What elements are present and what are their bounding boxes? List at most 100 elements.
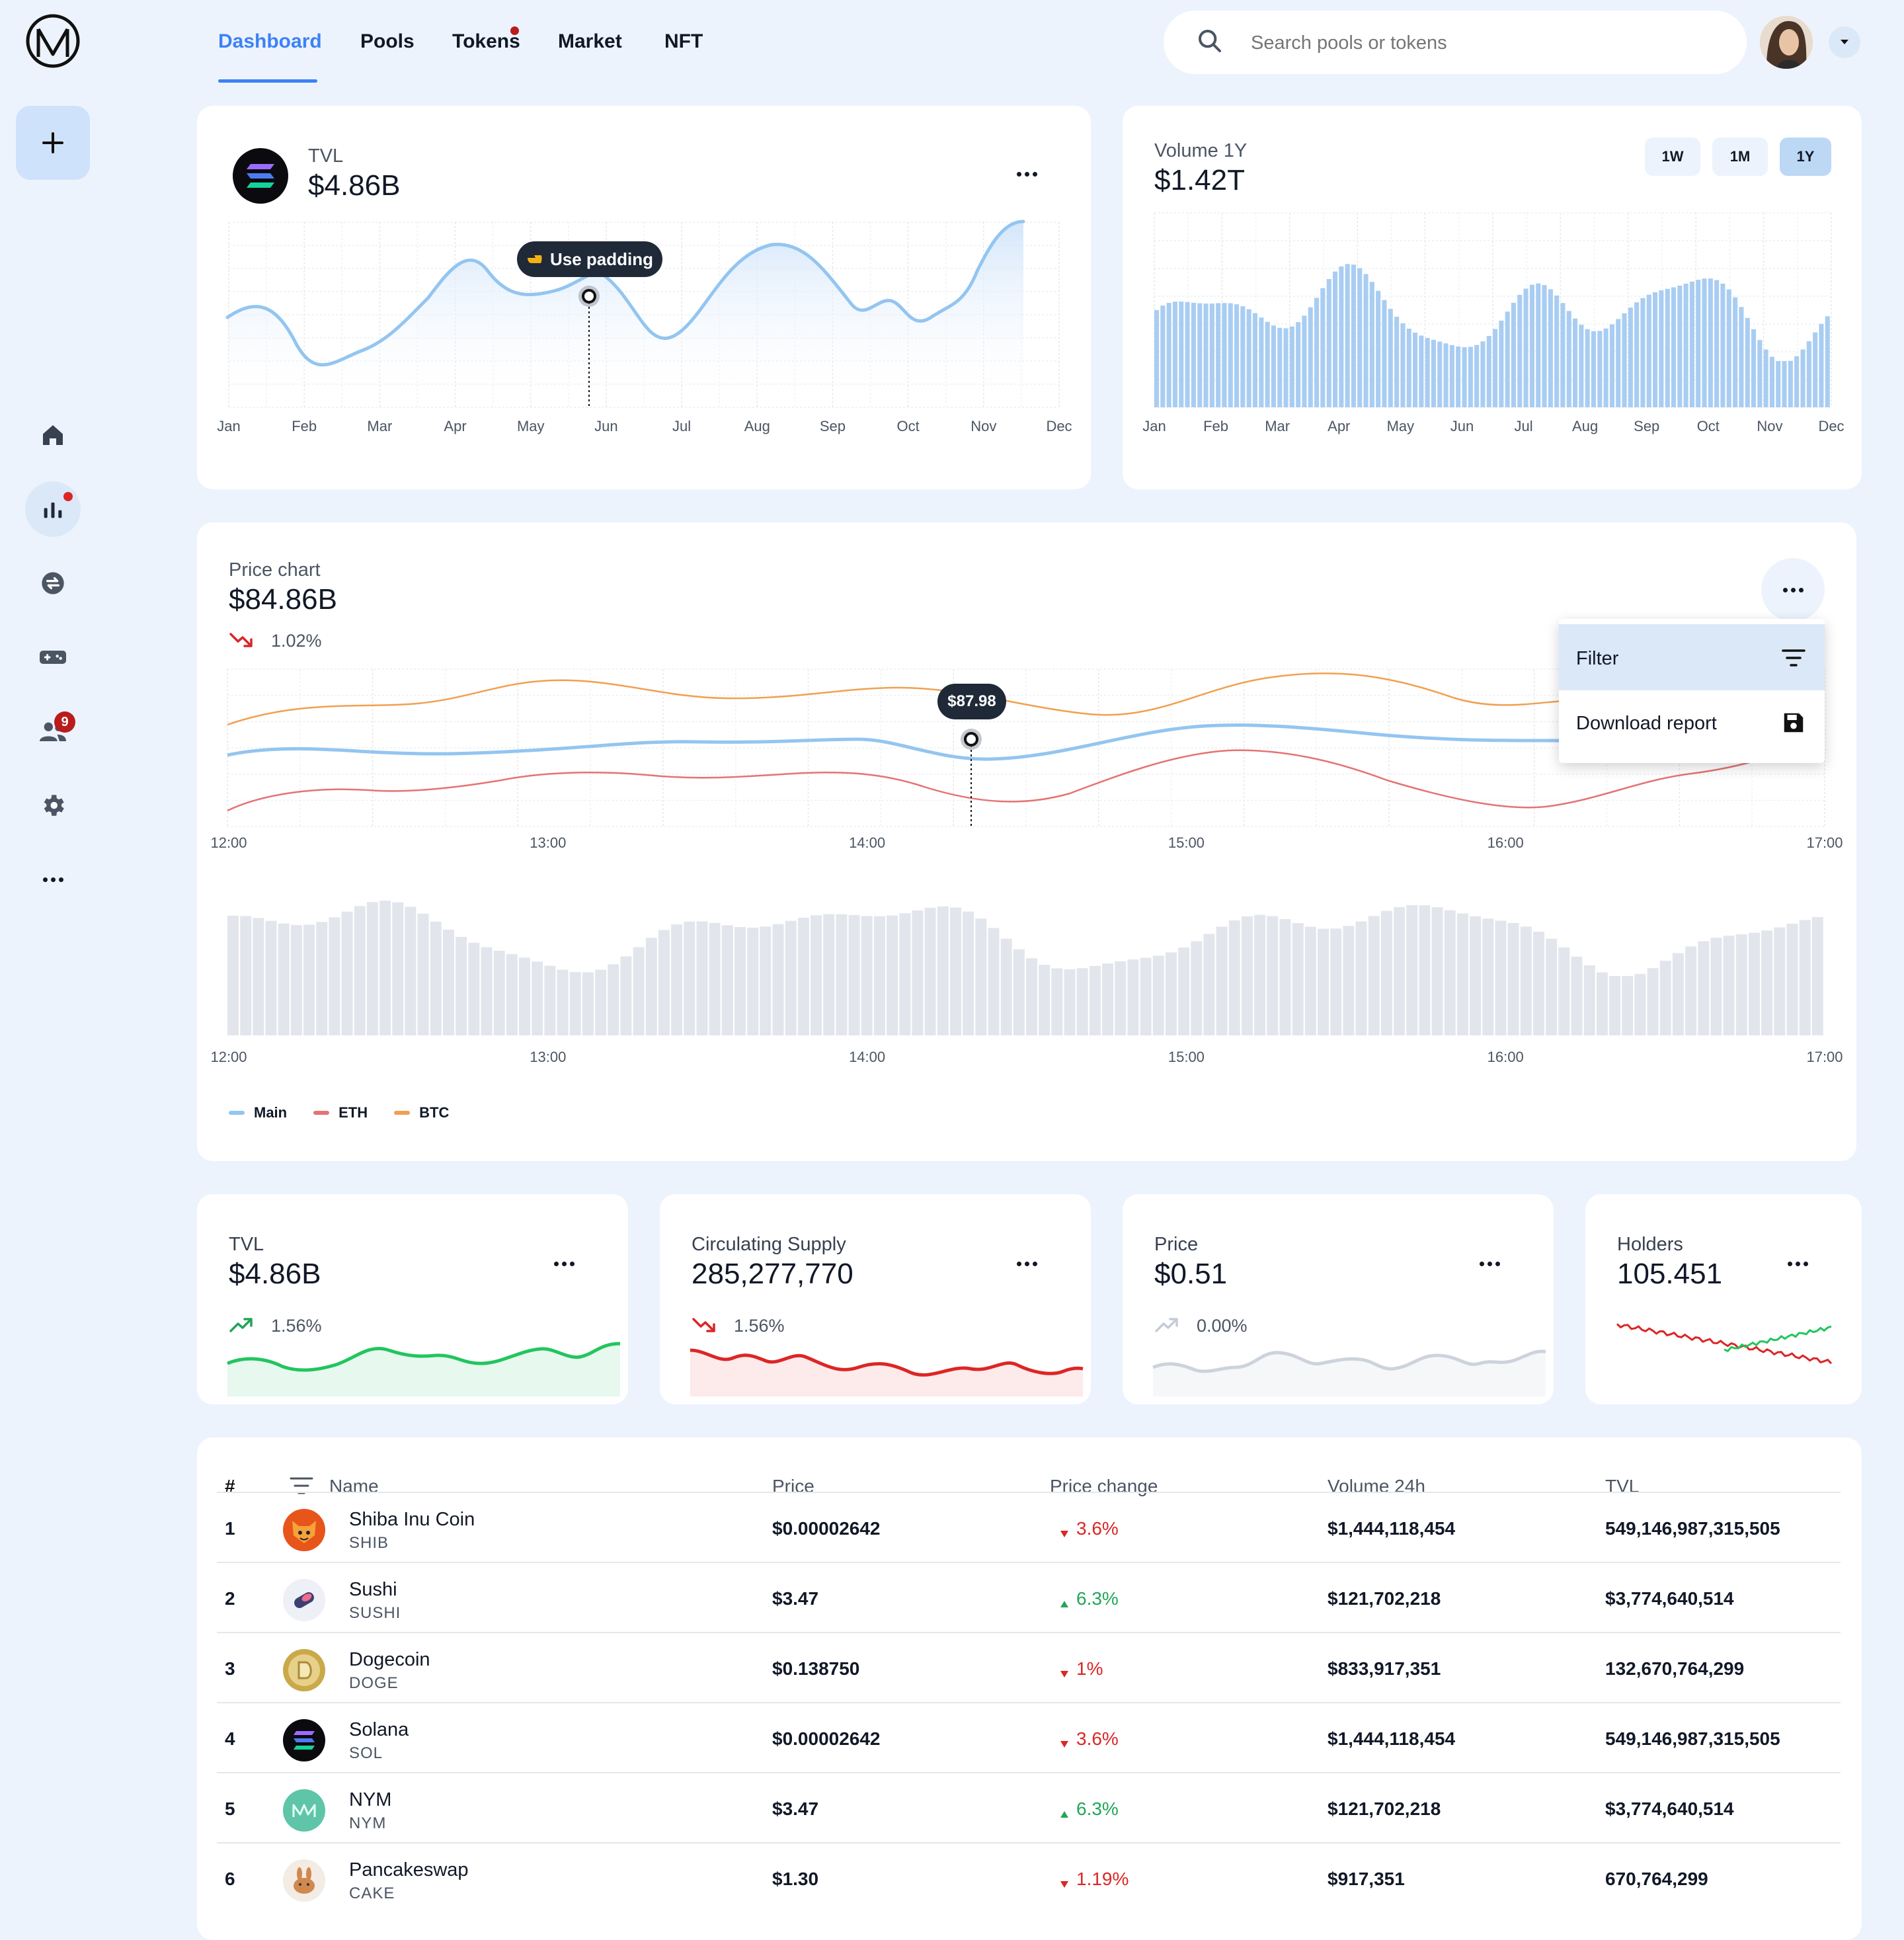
tvl-card-more-button[interactable]	[1017, 172, 1037, 177]
search-bar[interactable]	[1164, 11, 1747, 74]
table-row[interactable]: 6 Pancakeswap CAKE $1.30 1.19% $917,351 670,76…	[217, 1842, 1841, 1914]
volume-bar	[1683, 284, 1688, 407]
sidebar-item-games[interactable]	[25, 629, 81, 685]
price-volume-bar	[227, 915, 239, 1035]
filter-icon[interactable]	[288, 1476, 315, 1496]
app-logo[interactable]	[25, 13, 81, 69]
menu-item-download-report[interactable]: Download report	[1559, 690, 1825, 756]
volume-bar	[1689, 281, 1694, 407]
token-symbol: SOL	[349, 1744, 383, 1762]
sidebar-item-more[interactable]	[25, 852, 81, 907]
price-volume-bar	[240, 916, 252, 1035]
time-tick: 13:00	[530, 834, 567, 851]
token-name: Sushi	[349, 1579, 397, 1600]
volume-bar	[1252, 313, 1257, 407]
token-volume: $1,444,118,454	[1328, 1728, 1456, 1749]
volume-bar	[1646, 294, 1651, 407]
volume-bar	[1216, 303, 1221, 407]
stat-more-button[interactable]	[1480, 1262, 1500, 1266]
price-volume-bar	[899, 913, 911, 1035]
price-volume-bar	[1558, 947, 1570, 1035]
volume-bar	[1160, 305, 1166, 407]
tab-dashboard[interactable]: Dashboard	[218, 30, 322, 52]
table-row[interactable]: 3 Dogecoin DOGE $0.138750 1% $833,917,351 132,…	[217, 1632, 1841, 1703]
menu-item-filter[interactable]: Filter	[1559, 624, 1825, 690]
month-tick: Nov	[1757, 418, 1783, 434]
price-volume-bar	[557, 969, 569, 1035]
token-name: NYM	[349, 1789, 392, 1810]
time-tick: 12:00	[210, 834, 247, 851]
price-volume-bar	[721, 925, 733, 1035]
account-menu-button[interactable]	[1829, 26, 1860, 58]
stat-more-button[interactable]	[1788, 1262, 1808, 1266]
price-volume-bar	[1495, 920, 1507, 1035]
token-price-change: 3.6%	[1076, 1518, 1119, 1539]
price-marker	[964, 732, 978, 747]
price-volume-bar	[1191, 941, 1203, 1035]
price-change-direction-icon	[1059, 1873, 1070, 1894]
price-volume-bar	[1013, 949, 1025, 1035]
chevron-down-icon	[1841, 40, 1848, 44]
table-row[interactable]: 1 Shiba Inu Coin SHIB $0.00002642 3.6% $1,444…	[217, 1492, 1841, 1563]
create-button[interactable]	[16, 106, 90, 180]
search-input[interactable]	[1250, 28, 1715, 58]
tab-tokens[interactable]: Tokens	[452, 30, 520, 52]
month-tick: Feb	[292, 418, 317, 434]
table-row[interactable]: 4 Solana SOL $0.00002642 3.6% $1,444,118,454 5…	[217, 1702, 1841, 1773]
volume-bar	[1573, 318, 1578, 407]
volume-bar	[1745, 317, 1750, 407]
sidebar-item-swap[interactable]	[25, 555, 81, 611]
price-volume-bar	[582, 972, 594, 1035]
volume-bar	[1259, 317, 1264, 407]
avatar[interactable]	[1760, 16, 1813, 69]
volume-bar	[1640, 298, 1646, 407]
price-volume-bar	[811, 915, 822, 1035]
sidebar-item-settings[interactable]	[25, 778, 81, 833]
volume-bar	[1265, 321, 1270, 407]
legend-item-btc[interactable]: BTC	[394, 1104, 449, 1121]
price-volume-bar	[1533, 932, 1544, 1035]
price-volume-bar	[1749, 932, 1760, 1035]
price-volume-bar	[532, 961, 543, 1035]
price-chart-more-button[interactable]	[1761, 558, 1825, 622]
volume-bar	[1702, 278, 1707, 407]
sidebar-item-home[interactable]	[25, 407, 81, 463]
more-icon	[42, 877, 63, 882]
sidebar-item-analytics[interactable]	[25, 481, 81, 537]
stat-more-button[interactable]	[554, 1262, 575, 1266]
legend-item-main[interactable]: Main	[229, 1104, 287, 1121]
tab-nft[interactable]: NFT	[664, 30, 703, 52]
supply-sparkline	[690, 1348, 1084, 1396]
volume-bar	[1191, 302, 1196, 407]
token-logo-icon	[283, 1509, 325, 1551]
month-tick: Jan	[1142, 418, 1166, 434]
token-price-change: 1%	[1076, 1658, 1103, 1679]
sidebar-item-community[interactable]: 9	[25, 704, 81, 759]
active-tab-indicator	[218, 79, 317, 83]
price-tooltip-text: $87.98	[947, 692, 996, 710]
range-button-1w[interactable]: 1W	[1645, 138, 1700, 176]
range-button-1m[interactable]: 1M	[1712, 138, 1768, 176]
stat-more-button[interactable]	[1017, 1262, 1037, 1266]
price-volume-bar	[760, 926, 772, 1035]
price-volume-bar	[924, 907, 936, 1035]
price-volume-bar	[1609, 976, 1620, 1035]
price-volume-bar	[709, 922, 721, 1035]
tab-pools[interactable]: Pools	[360, 30, 415, 52]
legend-item-eth[interactable]: ETH	[313, 1104, 368, 1121]
volume-bar	[1197, 303, 1203, 407]
price-volume-bar	[253, 918, 264, 1035]
price-volume-bar	[671, 924, 683, 1035]
table-row[interactable]: 5 NYM NYM $3.47 6.3% $121,702,218 $3,774,640,5…	[217, 1772, 1841, 1843]
price-volume-bar	[912, 910, 924, 1035]
volume-bar	[1653, 292, 1658, 407]
month-tick: Jan	[217, 418, 241, 434]
volume-bar	[1388, 309, 1393, 407]
range-button-1y[interactable]: 1Y	[1780, 138, 1831, 176]
token-symbol: NYM	[349, 1814, 387, 1832]
table-row[interactable]: 2 Sushi SUSHI $3.47 6.3% $121,702,218 $3,774,6…	[217, 1562, 1841, 1633]
volume-bar	[1468, 346, 1473, 407]
volume-bar	[1739, 307, 1744, 407]
price-chart-change: 1.02%	[271, 631, 322, 651]
tab-market[interactable]: Market	[558, 30, 622, 52]
